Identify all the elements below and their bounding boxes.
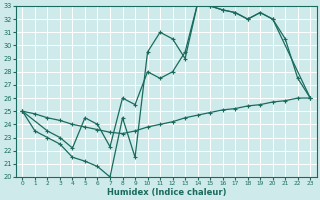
X-axis label: Humidex (Indice chaleur): Humidex (Indice chaleur) [107,188,226,197]
